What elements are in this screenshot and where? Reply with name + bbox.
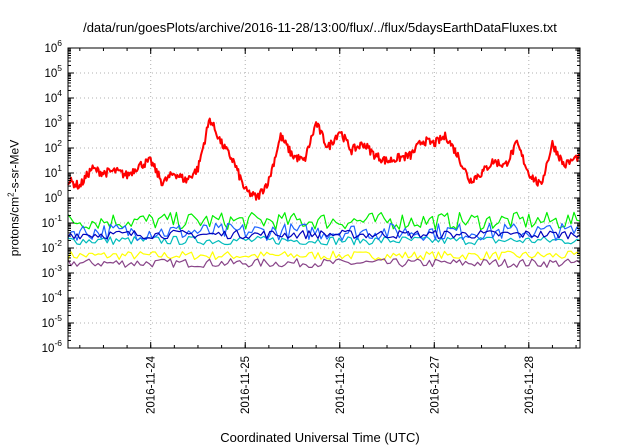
- y-axis: 10-6 10-5 10-4 10-3 10-2 10-1 100 101 102 103 104 1…: [42, 38, 580, 355]
- y-tick-label: 10-5: [42, 313, 63, 330]
- y-tick-label: 10-6: [42, 338, 63, 355]
- x-axis-label: Coordinated Universal Time (UTC): [220, 430, 420, 445]
- x-tick-label: 2016-11-28: [524, 356, 536, 414]
- series-line: [67, 229, 581, 240]
- y-axis-label-base: protons/cm: [7, 196, 22, 257]
- y-tick-label: 105: [44, 63, 62, 80]
- y-axis-label-sup: 2: [6, 192, 16, 197]
- y-tick-label: 100: [44, 188, 62, 205]
- x-tick-label: 2016-11-27: [429, 356, 441, 414]
- x-tick-label: 2016-11-26: [335, 356, 347, 414]
- x-tick-label: 2016-11-25: [240, 356, 252, 414]
- y-tick-label: 103: [44, 113, 62, 130]
- series-line: [67, 211, 581, 231]
- y-tick-label: 106: [44, 38, 62, 55]
- y-tick-label: 104: [44, 88, 62, 105]
- y-tick-label: 10-4: [42, 288, 63, 305]
- y-tick-label: 10-3: [42, 263, 63, 280]
- x-axis: 2016-11-24 2016-11-25 2016-11-26 2016-11-27…: [79, 48, 577, 414]
- y-axis-label-rest: -s-sr-MeV: [7, 139, 22, 193]
- y-tick-label: 102: [44, 138, 62, 155]
- series-line: [67, 258, 581, 268]
- y-tick-label: 10-2: [42, 238, 63, 255]
- grid: [68, 47, 580, 349]
- series-line: [67, 250, 581, 261]
- series-line: [67, 117, 581, 201]
- x-tick-label: 2016-11-24: [146, 355, 158, 414]
- series-line: [67, 235, 581, 246]
- y-tick-label: 101: [44, 163, 62, 180]
- y-tick-label: 10-1: [42, 213, 63, 230]
- data-series: [67, 117, 581, 268]
- chart-title: /data/run/goesPlots/archive/2016-11-28/1…: [83, 20, 557, 35]
